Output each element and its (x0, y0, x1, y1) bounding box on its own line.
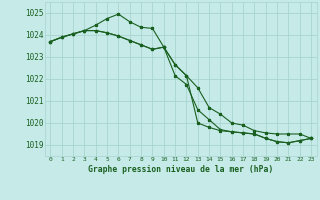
X-axis label: Graphe pression niveau de la mer (hPa): Graphe pression niveau de la mer (hPa) (88, 165, 273, 174)
